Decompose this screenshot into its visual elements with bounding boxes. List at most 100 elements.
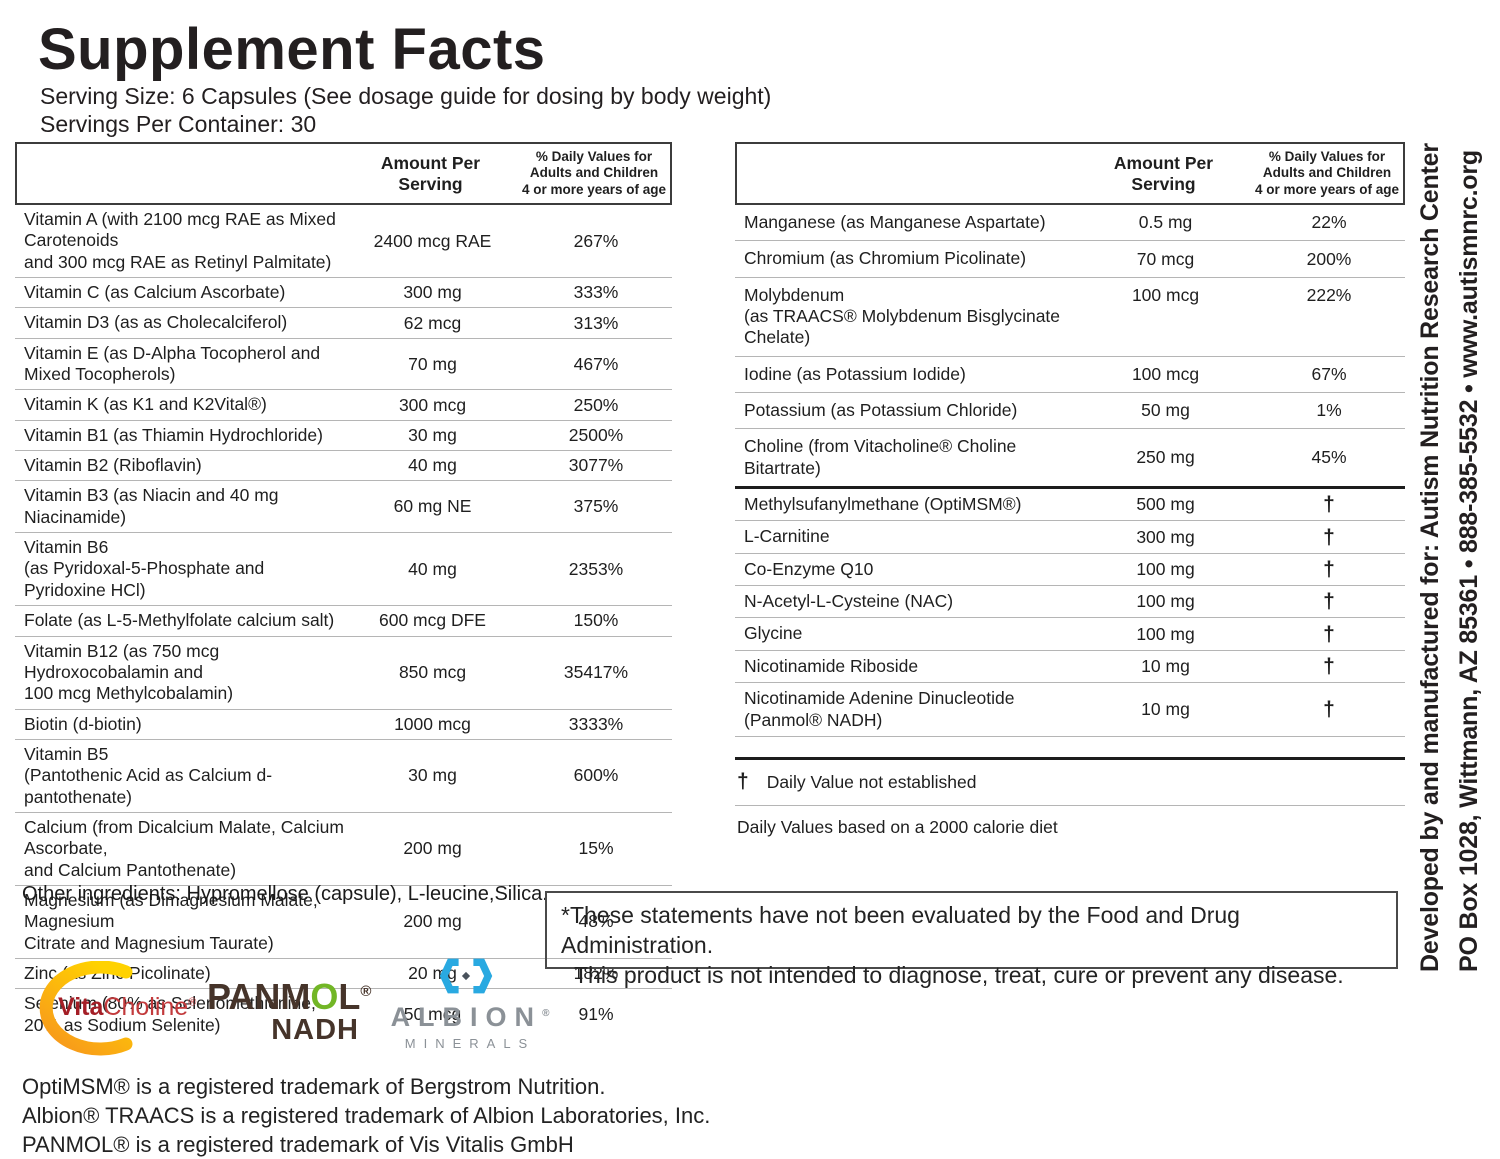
nutrient-daily-value: † — [1323, 493, 1335, 517]
nutrient-amount: 100 mg — [1136, 558, 1195, 579]
nutrient-daily-value: 48% — [578, 911, 614, 932]
nutrient-name: Molybdenum (as TRAACS® Molybdenum Bisgly… — [744, 284, 1061, 348]
nutrient-name: Nicotinamide Riboside — [744, 655, 919, 676]
nutrient-daily-value: † — [1323, 622, 1335, 646]
nutrient-name: N-Acetyl-L-Cysteine (NAC) — [744, 591, 954, 612]
other-ingredients: Other ingredients: Hypromellose (capsule… — [22, 883, 548, 905]
table-row: Zinc (as Zinc Picolinate) 20 mg 182% — [15, 959, 672, 990]
nutrient-amount: 300 mg — [1136, 526, 1195, 547]
nutrient-amount: 30 mg — [408, 765, 457, 786]
table-row: Biotin (d-biotin) 1000 mcg 3333% — [15, 710, 672, 740]
table-row: Vitamin D3 (as as Cholecalciferol) 62 mcg… — [15, 308, 672, 339]
nutrient-name: Biotin (d-biotin) — [24, 713, 142, 734]
nutrient-daily-value: 67% — [1311, 363, 1347, 384]
table-body-minerals: Manganese (as Manganese Aspartate) 0.5 mg… — [735, 205, 1405, 486]
nutrient-daily-value: 15% — [578, 838, 614, 859]
nutrient-name: Glycine — [744, 623, 803, 644]
table-body-other-compounds: Methylsufanylmethane (OptiMSM®) 500 mg † L-… — [735, 489, 1405, 737]
nutrient-amount: 100 mg — [1136, 623, 1195, 644]
nutrient-name: Potassium (as Potassium Chloride) — [744, 400, 1018, 421]
albion-wordmark: ALBION® — [381, 1002, 551, 1033]
nutrient-daily-value: 375% — [573, 496, 619, 517]
nutrient-name: Vitamin B6 (as Pyridoxal-5-Phosphate and… — [24, 537, 265, 600]
albion-name: ALBION — [390, 1002, 543, 1032]
table-row: Nicotinamide Riboside 10 mg † — [735, 651, 1405, 684]
nutrient-daily-value: 91% — [578, 1004, 614, 1025]
table-row: Iodine (as Potassium Iodide) 100 mcg 67% — [735, 357, 1405, 394]
nutrient-amount: 250 mg — [1136, 447, 1195, 468]
nutrient-name: Vitamin B5 (Pantothenic Acid as Calcium … — [24, 743, 273, 807]
nutrient-daily-value: † — [1323, 557, 1335, 581]
registered-mark-icon: ® — [188, 996, 197, 1009]
nutrient-amount: 62 mcg — [403, 312, 462, 333]
column-header-amount: Amount Per Serving — [380, 153, 481, 194]
table-row: Choline (from Vitacholine® Choline Bitar… — [735, 429, 1405, 486]
nutrient-amount: 200 mg — [403, 838, 462, 859]
nutrient-name: Chromium (as Chromium Picolinate) — [744, 248, 1027, 269]
vitacholine-part1: Vita — [58, 993, 104, 1021]
table-row: N-Acetyl-L-Cysteine (NAC) 100 mg † — [735, 586, 1405, 619]
nutrient-name: L-Carnitine — [744, 526, 830, 547]
nutrient-name: Vitamin D3 (as as Cholecalciferol) — [24, 312, 288, 333]
table-row: Magnesium (as Dimagnesium Malate, Magnes… — [15, 886, 672, 959]
nutrient-name: Calcium (from Dicalcium Malate, Calcium … — [24, 816, 344, 880]
table-row: Vitamin B6 (as Pyridoxal-5-Phosphate and… — [15, 533, 672, 607]
nutrient-daily-value: 222% — [1306, 284, 1352, 305]
table-body: Vitamin A (with 2100 mcg RAE as Mixed Ca… — [15, 205, 672, 1040]
vitacholine-logo: VitaCholine® — [18, 960, 213, 1056]
nutrient-table-left: Amount Per Serving % Daily Values for Ad… — [15, 142, 672, 1040]
nutrient-daily-value: 313% — [573, 312, 619, 333]
section-divider — [735, 486, 1405, 490]
nutrient-name: Folate (as L-5-Methylfolate calcium salt… — [24, 610, 335, 631]
nutrient-amount: 30 mg — [408, 424, 457, 445]
table-row: Vitamin A (with 2100 mcg RAE as Mixed Ca… — [15, 205, 672, 279]
nutrient-name: Methylsufanylmethane (OptiMSM®) — [744, 494, 1022, 515]
nutrient-amount: 300 mcg — [398, 394, 467, 415]
nutrient-amount: 10 mg — [1141, 699, 1190, 719]
manufacturer-vertical-text: Developed by and manufactured for: Autis… — [1416, 143, 1444, 972]
nutrient-daily-value: † — [1323, 654, 1335, 678]
table-row: Vitamin E (as D-Alpha Tocopherol and Mix… — [15, 339, 672, 391]
nutrient-amount: 40 mg — [408, 558, 457, 579]
column-header-daily-value: % Daily Values for Adults and Children 4… — [1254, 149, 1400, 197]
nutrient-daily-value: 467% — [573, 353, 619, 374]
nutrient-name: Iodine (as Potassium Iodide) — [744, 363, 966, 384]
table-row: Folate (as L-5-Methylfolate calcium salt… — [15, 606, 672, 637]
table-row: L-Carnitine 300 mg † — [735, 521, 1405, 554]
registered-mark-icon: ® — [360, 983, 372, 1000]
nutrient-amount: 1000 mcg — [394, 713, 471, 734]
nutrient-daily-value: 3077% — [568, 455, 624, 476]
table-row: Calcium (from Dicalcium Malate, Calcium … — [15, 813, 672, 886]
nutrient-name: Magnesium (as Dimagnesium Malate, Magnes… — [24, 889, 318, 953]
column-header-daily-value: % Daily Values for Adults and Children 4… — [521, 149, 667, 197]
nutrient-daily-value: 333% — [573, 282, 619, 303]
panmol-part1: PANM — [207, 976, 311, 1017]
nutrient-amount: 10 mg — [1141, 655, 1190, 676]
dagger-footnote-text: Daily Value not established — [766, 771, 977, 792]
nutrient-table-right: Amount Per Serving % Daily Values for Ad… — [735, 142, 1405, 838]
nutrient-daily-value: † — [1323, 698, 1335, 721]
nutrient-amount: 60 mg NE — [393, 496, 472, 517]
nutrient-name: Co-Enzyme Q10 — [744, 558, 874, 579]
nutrient-daily-value: † — [1323, 525, 1335, 549]
table-row: Chromium (as Chromium Picolinate) 70 mcg 2… — [735, 241, 1405, 278]
nutrient-daily-value: 35417% — [563, 662, 629, 683]
section-divider — [735, 756, 1405, 760]
nutrient-daily-value: 3333% — [568, 713, 624, 734]
table-row: Glycine 100 mg † — [735, 618, 1405, 651]
nutrient-amount: 40 mg — [408, 455, 457, 476]
table-row: Vitamin K (as K1 and K2Vital®) 300 mcg 250… — [15, 390, 672, 421]
nutrient-daily-value: 2353% — [568, 558, 624, 579]
albion-minerals-text: MINERALS — [404, 1036, 536, 1051]
fda-disclaimer-line2: This product is not intended to diagnose… — [574, 961, 1344, 988]
table-row: Vitamin C (as Calcium Ascorbate) 300 mg 33… — [15, 278, 672, 309]
panmol-green-o: O — [310, 976, 339, 1017]
page-title: Supplement Facts — [38, 17, 546, 82]
nutrient-amount: 600 mcg DFE — [379, 610, 486, 631]
nutrient-amount: 70 mcg — [1136, 248, 1195, 269]
panmol-logo: PANMOL® NADH — [207, 976, 372, 1056]
nutrient-name: Vitamin B3 (as Niacin and 40 mg Niacinam… — [24, 485, 279, 527]
nutrient-name: Vitamin B2 (Riboflavin) — [24, 455, 202, 476]
table-row: Nicotinamide Adenine Dinucleotide (Panmo… — [735, 683, 1405, 737]
nutrient-name: Vitamin E (as D-Alpha Tocopherol and Mix… — [24, 342, 321, 385]
